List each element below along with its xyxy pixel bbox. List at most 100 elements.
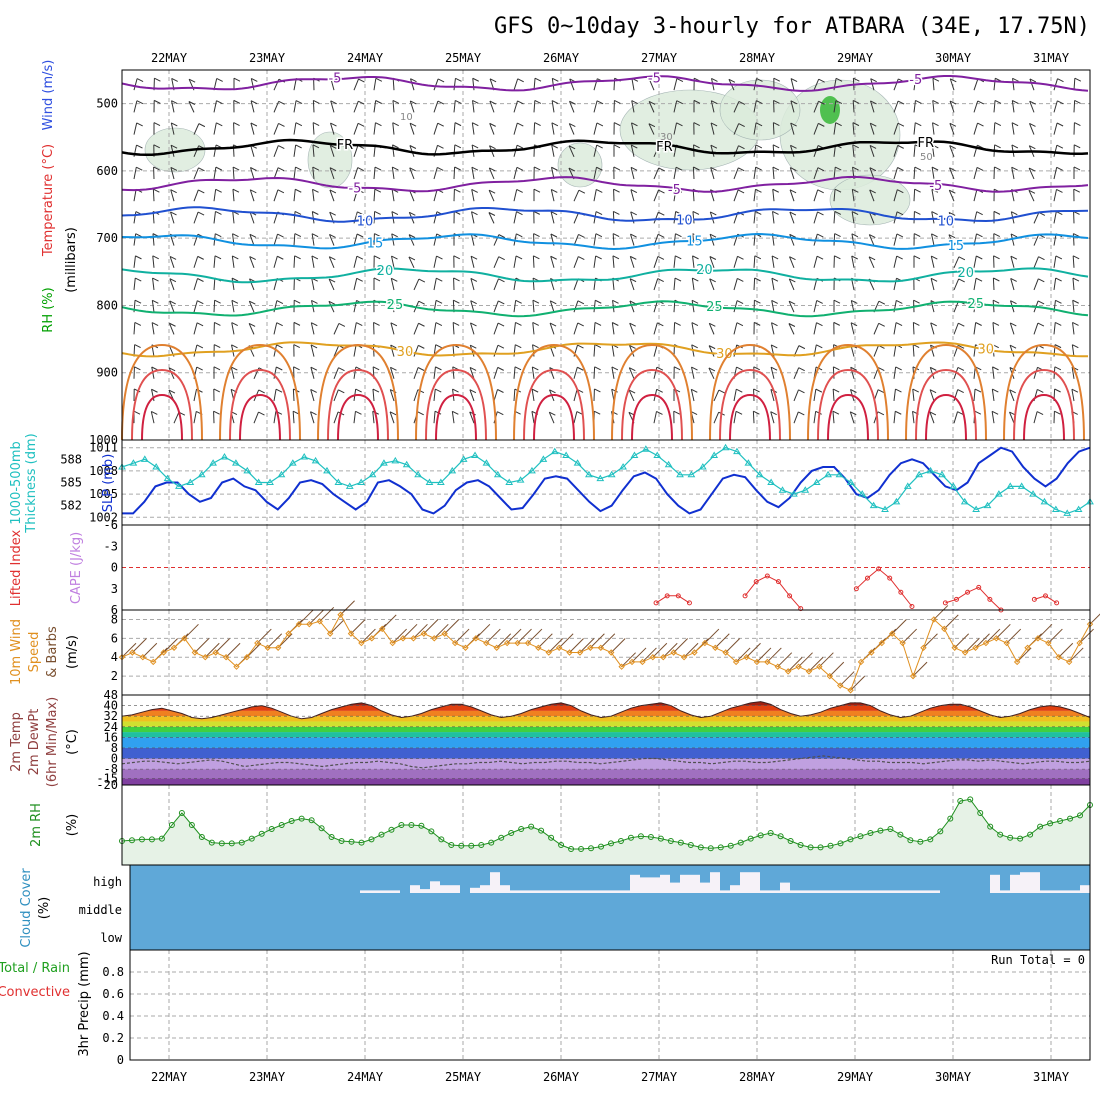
data-point: [441, 630, 448, 637]
slp-tick: 1011: [89, 441, 118, 455]
data-point: [288, 818, 295, 824]
data-point: [903, 482, 912, 489]
data-point: [675, 593, 681, 599]
data-point: [378, 831, 385, 838]
data-point: [298, 815, 305, 822]
cloud-bar-high: [660, 874, 670, 893]
date-label-top: 25MAY: [445, 51, 482, 65]
data-point: [323, 466, 331, 474]
data-point: [941, 625, 948, 633]
data-point: [937, 828, 944, 835]
data-point: [835, 470, 844, 478]
data-point: [431, 635, 438, 642]
date-label-top: 30MAY: [935, 51, 972, 65]
cloud-bar-high: [510, 890, 520, 893]
data-point: [587, 644, 594, 651]
cloud-bar-high: [370, 890, 380, 893]
data-point: [657, 835, 664, 842]
warm-contour: [141, 393, 183, 441]
data-point: [478, 842, 485, 848]
data-point: [837, 840, 844, 847]
data-point: [1027, 831, 1034, 838]
cloud-bar-high: [650, 877, 660, 893]
warm-contour: [631, 393, 673, 441]
cloud-bar-high: [730, 885, 740, 893]
cloud-bar-high: [750, 872, 760, 893]
data-point: [660, 654, 667, 661]
data-point: [1024, 644, 1031, 651]
data-point: [1054, 600, 1060, 606]
data-point: [588, 845, 595, 852]
isotherm-line: [121, 175, 1089, 193]
data-point: [191, 649, 199, 656]
ylabel: Lifted Index: [9, 529, 24, 606]
data-point: [670, 649, 677, 656]
cloud-bar-high: [1050, 890, 1060, 893]
data-point: [1040, 497, 1049, 505]
data-point: [627, 834, 634, 841]
cloud-bar-high: [720, 890, 730, 893]
data-point: [1077, 812, 1084, 819]
data-point: [181, 635, 188, 642]
data-point: [410, 635, 417, 642]
isotherm-label: -5: [909, 73, 922, 88]
data-point: [398, 822, 405, 828]
cloud-bar-high: [830, 890, 840, 893]
data-point: [764, 658, 771, 666]
data-point: [869, 501, 878, 509]
data-point: [926, 466, 935, 474]
cloud-bar-high: [680, 874, 690, 893]
cloud-bar-high: [1010, 874, 1020, 893]
data-point: [927, 836, 934, 843]
data-point: [357, 478, 366, 485]
isotherm-label: 20: [957, 266, 974, 281]
data-point: [795, 663, 802, 670]
rh-shading-high: [820, 96, 840, 124]
data-point: [753, 579, 759, 585]
data-point: [1006, 482, 1015, 489]
data-point: [493, 470, 502, 478]
rh-contour-label: 50: [920, 152, 933, 163]
data-point: [676, 470, 684, 478]
cloud-background: [130, 865, 1090, 950]
cloud-bar-high: [620, 890, 630, 893]
data-point: [448, 466, 457, 474]
data-point: [878, 639, 886, 647]
data-point: [1055, 654, 1062, 661]
data-point: [408, 822, 415, 828]
data-point: [220, 453, 229, 460]
cloud-bar-high: [910, 890, 920, 893]
data-point: [425, 478, 434, 485]
ylabel: (6hr Min/Max): [45, 697, 60, 787]
data-point: [667, 838, 674, 844]
data-point: [596, 474, 605, 482]
data-point: [898, 589, 904, 595]
warm-contour: [121, 343, 203, 441]
temp-tick: -15: [96, 771, 118, 785]
ylabel: Convective: [0, 985, 70, 1000]
data-point: [334, 478, 343, 485]
data-point: [451, 639, 459, 647]
date-label-top: 26MAY: [543, 51, 580, 65]
date-label-top: 24MAY: [347, 51, 384, 65]
date-label-top: 23MAY: [249, 51, 286, 65]
data-point: [558, 842, 565, 848]
rh-shading: [829, 174, 911, 226]
data-point: [987, 823, 994, 830]
data-point: [764, 573, 770, 579]
isotherm-line: [121, 267, 1089, 284]
data-point: [607, 649, 615, 656]
ylabel: (°C): [65, 729, 80, 755]
isotherm-line: [121, 300, 1089, 318]
data-point: [619, 463, 627, 470]
ylabel: Cloud Cover: [19, 868, 34, 948]
cloud-bar-high: [420, 889, 430, 893]
warm-contour: [621, 368, 683, 441]
data-point: [777, 833, 784, 840]
warm-contour: [1013, 368, 1075, 441]
data-point: [698, 463, 707, 470]
isotherm-label: -5: [668, 183, 681, 198]
data-point: [528, 466, 536, 474]
data-point: [976, 584, 982, 590]
ytick-label: 800: [96, 298, 118, 312]
